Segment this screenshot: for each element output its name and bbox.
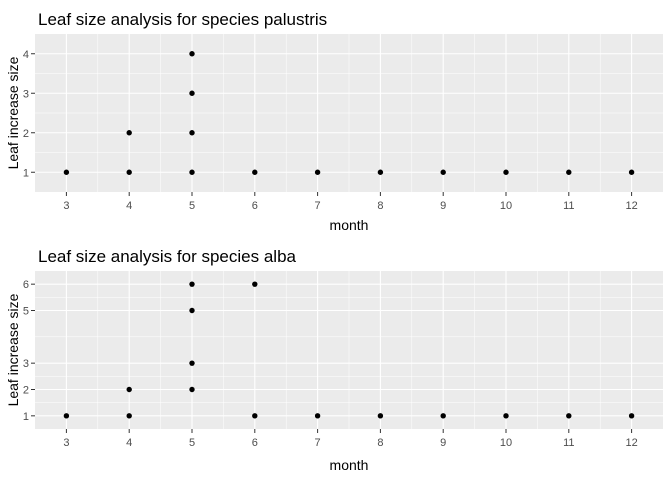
y-tick-label: 2: [23, 128, 29, 140]
x-tick-label: 6: [252, 200, 258, 212]
y-tick-label: 1: [23, 167, 29, 179]
x-tick-label: 6: [252, 437, 258, 449]
y-tick-label: 3: [23, 88, 29, 100]
data-point: [126, 130, 132, 136]
x-tick-label: 8: [377, 200, 383, 212]
y-axis-title: Leaf increase size: [5, 56, 21, 169]
data-points: [63, 281, 635, 419]
gridlines: [35, 34, 663, 192]
y-axis-title: Leaf increase size: [5, 293, 21, 406]
data-points: [63, 51, 635, 175]
data-point: [252, 281, 258, 287]
data-point: [189, 307, 195, 314]
data-point: [189, 130, 195, 136]
x-tick-label: 3: [63, 437, 69, 449]
x-tick-label: 11: [563, 200, 574, 212]
data-point: [189, 281, 195, 287]
data-point: [252, 413, 258, 419]
x-tick-label: 7: [315, 200, 321, 212]
x-tick-label: 3: [63, 200, 69, 212]
x-tick-label: 12: [625, 437, 637, 449]
x-tick-label: 8: [377, 437, 383, 449]
x-tick-label: 4: [126, 437, 132, 449]
data-point: [252, 169, 258, 175]
data-point: [628, 413, 635, 419]
y-tick-label: 6: [23, 279, 29, 291]
data-point: [126, 413, 132, 419]
x-tick-label: 4: [126, 200, 132, 212]
data-point: [377, 413, 384, 419]
data-point: [377, 169, 384, 175]
y-tick-label: 1: [23, 411, 29, 423]
chart-alba: Leaf size analysis for species alba 3 4 5 6…: [5, 247, 663, 473]
data-point: [63, 413, 70, 419]
data-point: [566, 413, 572, 419]
data-point: [314, 169, 321, 175]
x-axis-title: month: [330, 457, 369, 473]
data-point: [126, 169, 132, 175]
data-point: [63, 169, 70, 175]
data-point: [440, 169, 446, 175]
data-point: [628, 169, 635, 175]
data-point: [566, 169, 572, 175]
data-point: [189, 51, 195, 57]
data-point: [314, 413, 321, 419]
x-tick-label: 10: [500, 200, 512, 212]
data-point: [126, 386, 132, 393]
y-tick-label: 5: [23, 306, 29, 318]
y-tick-label: 2: [23, 385, 29, 397]
y-tick-label: 4: [23, 49, 29, 61]
x-axis-title: month: [330, 217, 369, 233]
x-tick-label: 9: [440, 437, 446, 449]
chart-title: Leaf size analysis for species alba: [38, 247, 297, 266]
data-point: [440, 413, 446, 419]
x-tick-label: 5: [189, 200, 195, 212]
data-point: [189, 169, 195, 175]
x-tick-label: 9: [440, 200, 446, 212]
chart-palustris: Leaf size analysis for species palustris…: [5, 10, 663, 233]
data-point: [189, 386, 195, 393]
gridlines: [35, 271, 663, 429]
x-tick-label: 5: [189, 437, 195, 449]
data-point: [189, 360, 195, 366]
data-point: [189, 90, 195, 96]
y-tick-label: 3: [23, 358, 29, 370]
chart-title: Leaf size analysis for species palustris: [38, 10, 327, 29]
x-tick-label: 11: [563, 437, 574, 449]
data-point: [503, 413, 509, 419]
x-tick-label: 12: [625, 200, 637, 212]
data-point: [503, 169, 509, 175]
x-tick-label: 7: [315, 437, 321, 449]
x-tick-label: 10: [500, 437, 512, 449]
